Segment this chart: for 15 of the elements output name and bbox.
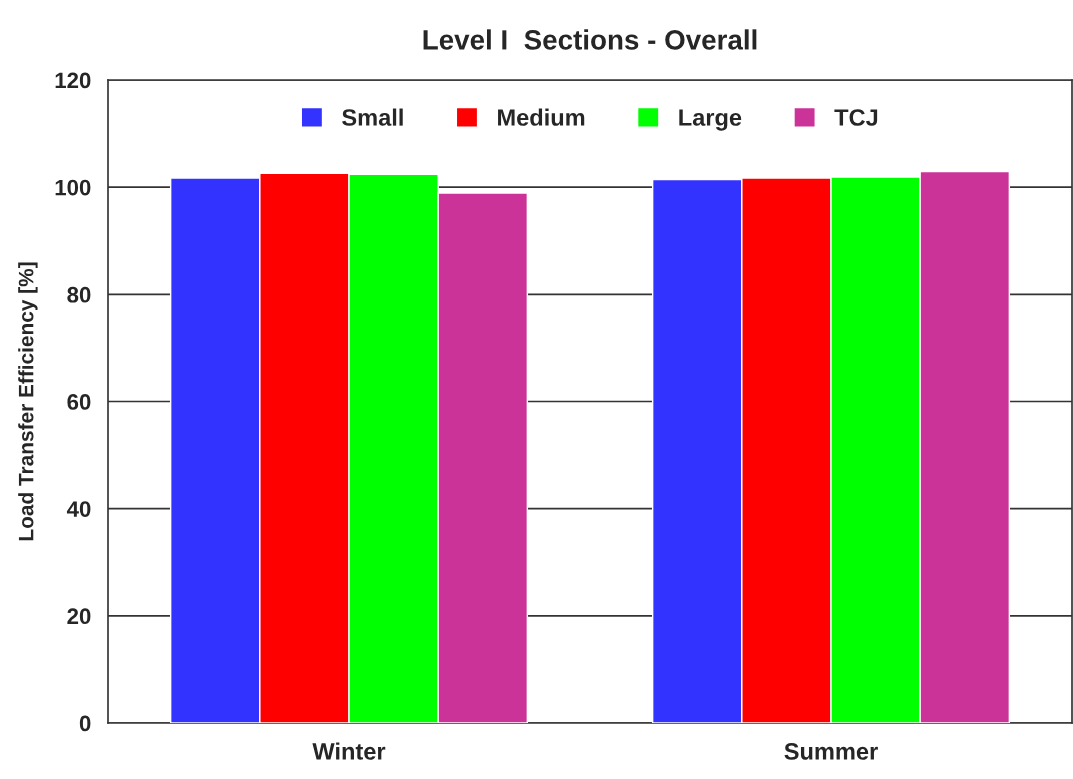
x-tick-label: Summer — [784, 743, 878, 760]
y-tick-label: 120 — [55, 72, 91, 89]
y-axis-title: Load Transfer Efficiency [%] — [18, 262, 38, 541]
y-tick-label: 0 — [79, 715, 91, 732]
x-tick-label: Winter — [312, 742, 386, 760]
legend-label: Medium — [498, 108, 585, 126]
y-tick-label: 100 — [55, 179, 91, 196]
y-tick-label: 40 — [66, 501, 91, 517]
y-tick-label: 20 — [67, 608, 91, 625]
legend-label: TCJ — [834, 109, 878, 126]
legend-label: Small — [342, 108, 403, 126]
y-tick-label: 60 — [67, 394, 91, 410]
chart-title: Level I Sections - Overall — [423, 29, 757, 50]
legend-label: Large — [679, 109, 742, 131]
y-tick-label: 80 — [67, 286, 91, 303]
